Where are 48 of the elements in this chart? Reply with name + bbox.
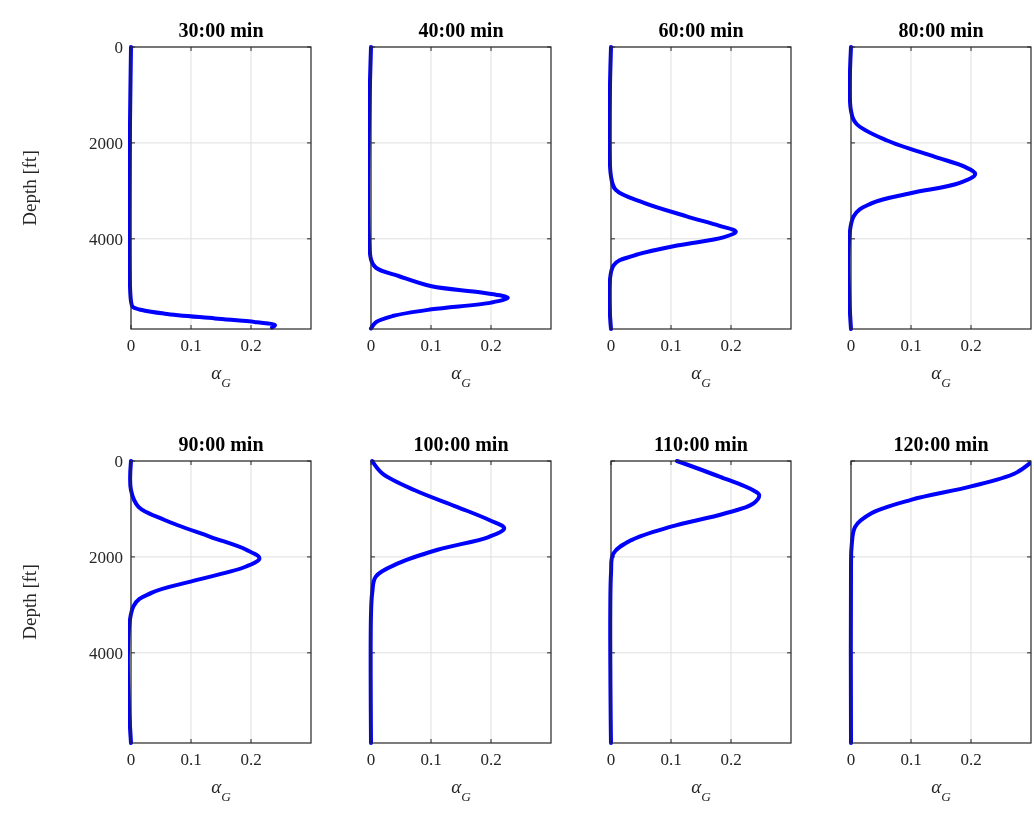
x-tick-label: 0.1 <box>900 750 922 769</box>
y-tick-label: 2000 <box>89 133 123 153</box>
x-axis-title: α$_{G}$ <box>931 362 952 390</box>
chart-title: 100:00 min <box>413 433 509 455</box>
chart-title: 90:00 min <box>178 433 264 455</box>
x-tick-label: 0.2 <box>480 750 502 769</box>
x-tick-label: 0.1 <box>420 336 442 355</box>
chart-title: 30:00 min <box>178 19 264 41</box>
x-tick-label: 0.1 <box>660 750 682 769</box>
x-tick-label: 0 <box>366 336 376 355</box>
x-tick-label: 0 <box>126 336 136 355</box>
x-tick-label: 0 <box>846 336 856 355</box>
y-axis-title: Depth [ft] <box>19 150 40 226</box>
x-axis-title: α$_{G}$ <box>691 362 712 390</box>
x-axis-title: α$_{G}$ <box>931 776 952 804</box>
x-axis-title: α$_{G}$ <box>211 776 232 804</box>
x-tick-label: 0.1 <box>420 750 442 769</box>
chart-title: 110:00 min <box>654 433 748 455</box>
x-tick-label: 0.2 <box>960 336 982 355</box>
y-tick-label: 2000 <box>89 547 123 567</box>
x-axis-title: α$_{G}$ <box>451 362 472 390</box>
chart-title: 80:00 min <box>898 19 984 41</box>
y-tick-label: 4000 <box>89 643 123 663</box>
x-tick-label: 0 <box>606 750 616 769</box>
x-axis-title: α$_{G}$ <box>211 362 232 390</box>
x-axis-title: α$_{G}$ <box>691 776 712 804</box>
x-tick-label: 0 <box>126 750 136 769</box>
x-tick-label: 0 <box>846 750 856 769</box>
x-tick-label: 0 <box>366 750 376 769</box>
x-tick-label: 0.2 <box>960 750 982 769</box>
chart-title: 40:00 min <box>418 19 504 41</box>
x-tick-label: 0 <box>606 336 616 355</box>
x-tick-label: 0.1 <box>900 336 922 355</box>
y-tick-label: 0 <box>114 451 123 471</box>
y-tick-label: 4000 <box>89 229 123 249</box>
x-tick-label: 0.2 <box>240 336 262 355</box>
x-tick-label: 0.2 <box>240 750 262 769</box>
x-tick-label: 0.1 <box>180 750 202 769</box>
y-tick-label: 0 <box>114 37 123 57</box>
chart-title: 60:00 min <box>658 19 744 41</box>
x-tick-label: 0.1 <box>660 336 682 355</box>
x-tick-label: 0.2 <box>720 750 742 769</box>
x-tick-label: 0.2 <box>720 336 742 355</box>
x-axis-title: α$_{G}$ <box>451 776 472 804</box>
x-tick-label: 0.2 <box>480 336 502 355</box>
chart-title: 120:00 min <box>893 433 989 455</box>
x-tick-label: 0.1 <box>180 336 202 355</box>
y-axis-title: Depth [ft] <box>19 564 40 640</box>
